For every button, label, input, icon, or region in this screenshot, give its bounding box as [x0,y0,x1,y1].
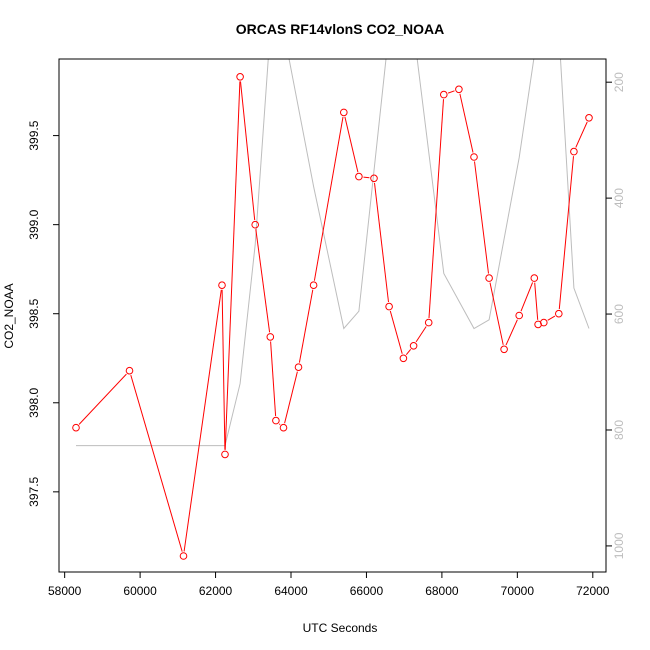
y2-tick-label: 400 [612,188,626,208]
co2-series-segment [313,116,344,281]
co2-data-point [409,342,418,350]
co2-series-segment [374,182,389,303]
chart-title: ORCAS RF14vlonS CO2_NOAA [236,21,444,37]
co2-data-point [485,274,493,282]
co2-data-point [72,423,80,432]
secondary-series-layer [76,59,590,447]
co2-data-point [125,366,134,375]
co2-data-point [236,73,244,81]
x-tick-label: 72000 [576,584,610,598]
co2-series-segment [534,282,539,320]
co2-series-segment [474,161,489,274]
co2-data-point [385,302,393,311]
co2-data-point [440,90,448,99]
co2-data-point [570,147,578,156]
co2-data-point [272,416,280,425]
co2-data-point [370,174,378,183]
co2-data-point [294,363,303,372]
co2-data-point [500,345,508,354]
co2-data-point [251,220,259,229]
co2-series-segment [505,319,518,346]
co2-data-point [399,354,408,363]
y-axis-label: CO2_NOAA [2,283,16,348]
plot-frame [58,58,607,573]
co2-data-point [555,309,563,318]
co2-series-segment [389,310,403,354]
co2-series-segment [415,326,427,343]
x-axis-label: UTC Seconds [303,621,378,635]
co2-data-point [470,153,478,161]
co2-series-segment [489,282,504,345]
co2-series-segment [255,229,271,333]
co2-data-point [515,311,524,320]
y-axis-right: 200 400 600 800 1000 [605,72,626,559]
co2-series-segment [221,289,226,450]
co2-data-point [279,423,288,432]
co2-series-segment [405,348,412,356]
co2-series-segment [298,289,314,363]
co2-series-segment [130,374,183,552]
co2-series-segment [183,289,222,552]
x-axis: 58000 60000 62000 64000 66000 68000 70000 72000 [48,571,610,598]
x-tick-label: 62000 [199,584,233,598]
y2-tick-label: 1000 [612,532,626,559]
co2-series-segment [547,315,556,321]
x-tick-label: 70000 [501,584,535,598]
x-tick-label: 64000 [274,584,308,598]
y2-tick-label: 800 [612,420,626,440]
y-tick-label: 398.0 [27,387,41,417]
co2-series-segment [284,371,298,424]
co2-data-point [585,114,593,122]
co2-series-segment [520,282,534,312]
co2-data-point [340,108,348,117]
co2-series-segment [224,81,241,450]
y-tick-label: 397.5 [27,476,41,506]
co2-series-segment [344,116,359,173]
co2-series-segment [558,156,574,310]
co2-data-point [540,318,548,327]
co2-series-segment [270,341,277,417]
co2-data-point [309,281,318,290]
y-tick-label: 398.5 [27,298,41,328]
y2-tick-label: 600 [612,304,626,324]
y2-tick-label: 200 [612,72,626,92]
x-tick-label: 66000 [350,584,384,598]
co2-data-point [455,85,463,94]
co2-data-point [424,318,433,327]
x-tick-label: 58000 [48,584,82,598]
co2-series-segment [575,121,588,148]
secondary-series-line [76,59,590,447]
co2-series-segment [363,176,370,179]
co2-data-point [266,333,275,341]
co2-series-segment [428,99,444,319]
co2-data-point [179,552,188,560]
co2-data-point [221,450,229,459]
co2-data-point [355,172,363,181]
co2-series-segment [447,90,455,94]
co2-series-segment [78,373,127,425]
x-tick-label: 60000 [123,584,157,598]
primary-series-layer [72,73,593,560]
co2-series-segment [278,423,281,425]
y-tick-label: 399.5 [27,120,41,150]
co2-data-point [530,274,539,282]
co2-series-segment [459,93,474,153]
y-tick-label: 399.0 [27,209,41,239]
co2-data-point [218,281,226,290]
y-axis-left: 397.5 398.0 398.5 399.0 399.5 [27,120,60,507]
x-tick-label: 68000 [425,584,459,598]
co2-series-segment [240,81,256,221]
